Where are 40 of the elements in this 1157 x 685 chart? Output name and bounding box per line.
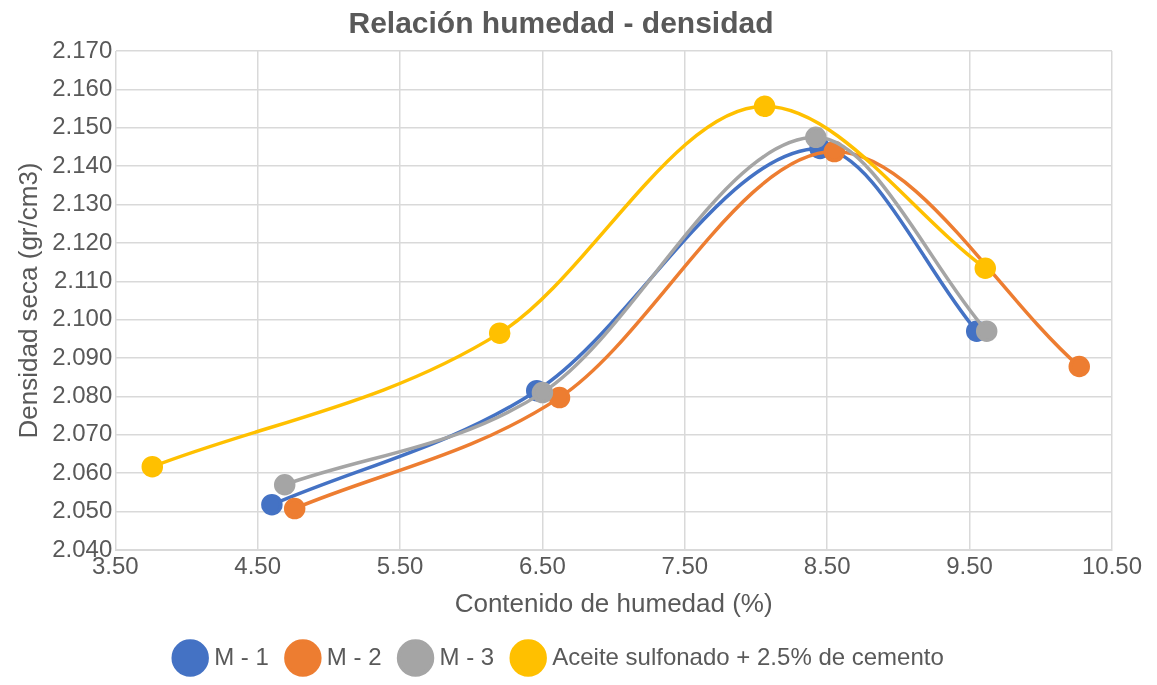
x-tick-label: 5.50 bbox=[376, 552, 424, 580]
legend-label: M - 1 bbox=[214, 642, 269, 670]
x-tick-label: 4.50 bbox=[234, 552, 282, 580]
x-tick-label: 7.50 bbox=[661, 552, 709, 580]
point bbox=[141, 455, 164, 478]
x-axis-title: Contenido de humedad (%) bbox=[454, 587, 773, 618]
point bbox=[805, 126, 827, 149]
y-tick-label: 2.160 bbox=[52, 74, 113, 102]
y-tick-label: 2.170 bbox=[52, 35, 113, 63]
point bbox=[1068, 355, 1090, 378]
point bbox=[975, 320, 998, 342]
legend-label: M - 3 bbox=[439, 642, 495, 670]
point bbox=[753, 95, 776, 118]
y-axis-title: Densidad seca (gr/cm3) bbox=[12, 162, 43, 439]
point bbox=[261, 493, 283, 516]
point bbox=[548, 386, 571, 409]
y-tick-label: 2.090 bbox=[52, 342, 113, 370]
legend-label: Aceite sulfonado + 2.5% de cemento bbox=[552, 642, 944, 670]
point bbox=[823, 140, 846, 163]
y-tick-label: 2.080 bbox=[52, 381, 113, 409]
x-tick-label: 8.50 bbox=[803, 552, 851, 580]
y-tick-label: 2.110 bbox=[53, 265, 113, 293]
y-tick-label: 2.150 bbox=[52, 112, 113, 140]
y-tick-label: 2.140 bbox=[52, 150, 113, 178]
x-tick-label: 10.50 bbox=[1081, 552, 1143, 580]
point bbox=[283, 497, 306, 520]
x-tick-label: 6.50 bbox=[519, 552, 566, 580]
y-tick-label: 2.050 bbox=[52, 496, 113, 524]
y-tick-label: 2.130 bbox=[52, 189, 113, 217]
chart-title: Relación humedad - densidad bbox=[348, 6, 774, 40]
point bbox=[488, 322, 511, 344]
y-tick-label: 2.060 bbox=[52, 457, 113, 485]
y-tick-label: 2.070 bbox=[52, 419, 113, 447]
legend-label: M - 2 bbox=[326, 642, 382, 670]
x-tick-label: 9.50 bbox=[946, 552, 993, 580]
point bbox=[531, 381, 554, 404]
point bbox=[974, 257, 997, 280]
y-tick-label: 2.120 bbox=[52, 227, 113, 255]
point bbox=[273, 474, 296, 496]
y-tick-label: 2.100 bbox=[52, 304, 113, 332]
